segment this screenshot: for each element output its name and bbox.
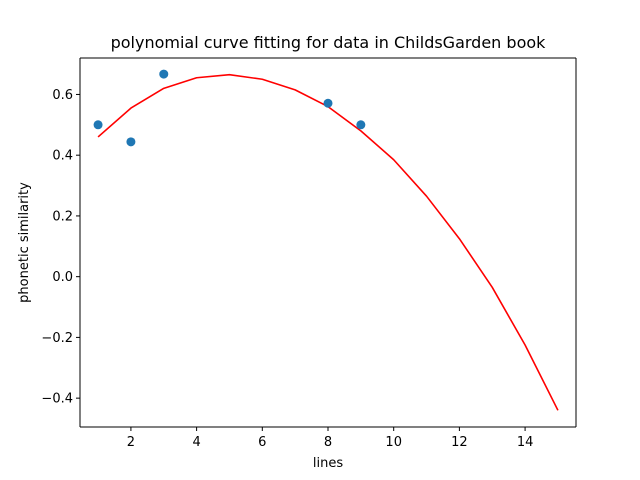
y-tick-label: 0.2: [52, 209, 73, 224]
x-axis-label: lines: [313, 456, 343, 471]
y-axis-label: phonetic similarity: [17, 182, 32, 303]
data-point: [323, 98, 333, 108]
data-point: [93, 120, 103, 130]
plot-area: [80, 58, 576, 427]
x-tick-label: 4: [192, 435, 200, 450]
x-tick-label: 10: [385, 435, 402, 450]
x-tick-label: 12: [451, 435, 468, 450]
x-tick-label: 14: [517, 435, 534, 450]
y-tick-label: −0.2: [41, 331, 73, 346]
y-tick-label: 0.0: [52, 270, 73, 285]
x-tick-label: 6: [258, 435, 266, 450]
data-point: [126, 137, 136, 147]
y-tick-label: 0.4: [52, 149, 73, 164]
data-point: [159, 69, 169, 79]
x-tick-label: 2: [127, 435, 135, 450]
y-tick-label: 0.6: [52, 88, 73, 103]
y-tick-label: −0.4: [41, 392, 73, 407]
x-tick-label: 8: [324, 435, 332, 450]
chart-title: polynomial curve fitting for data in Chi…: [111, 33, 547, 52]
data-point: [356, 120, 366, 130]
